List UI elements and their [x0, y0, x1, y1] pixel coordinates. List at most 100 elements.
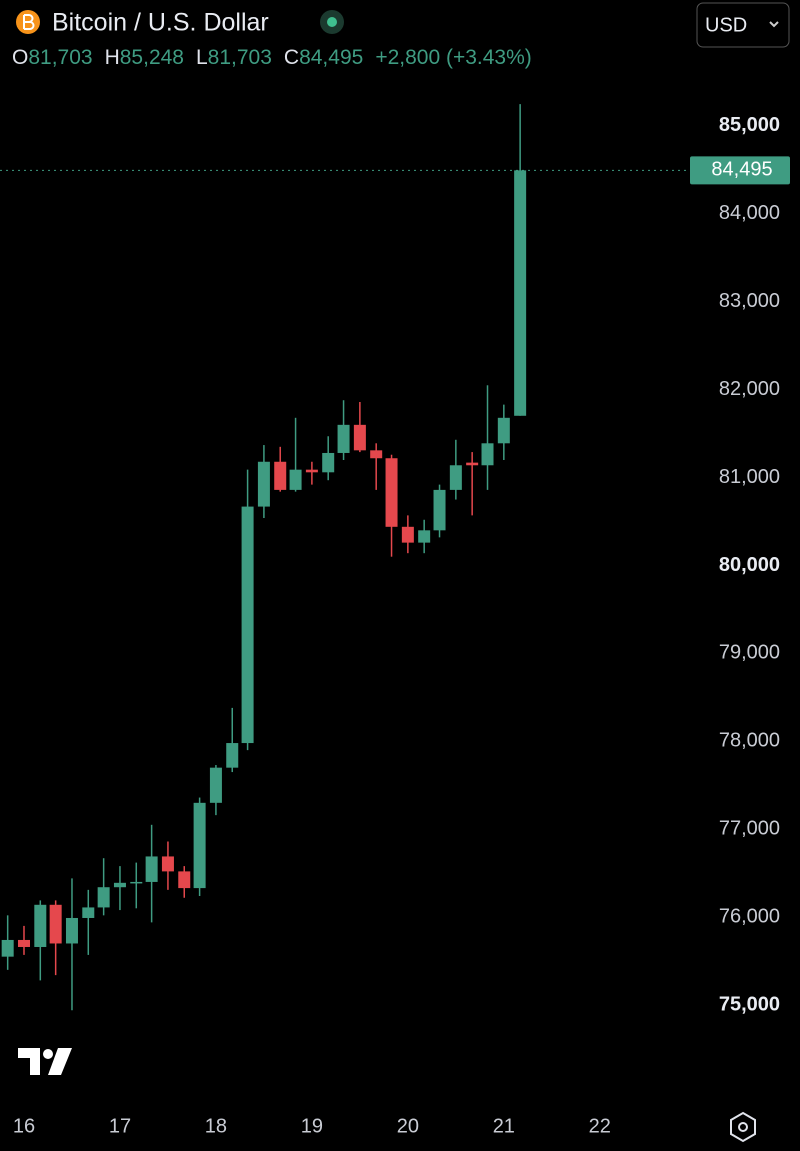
candle	[241, 469, 254, 751]
y-tick-label: 79,000	[719, 642, 780, 664]
y-tick-label: 80,000	[719, 554, 780, 576]
y-tick-label: 84,000	[719, 202, 780, 224]
candle	[82, 889, 95, 955]
currency-label[interactable]: USD	[705, 14, 747, 36]
candle	[209, 765, 222, 816]
candle	[449, 439, 462, 500]
chart-title: Bitcoin / U.S. Dollar	[52, 9, 269, 37]
candle	[497, 404, 510, 461]
x-tick-label: 21	[493, 1115, 515, 1137]
candle	[274, 446, 287, 492]
candle-body	[193, 802, 206, 889]
candle	[130, 862, 143, 909]
candle	[289, 417, 302, 492]
x-tick-label: 20	[397, 1115, 419, 1137]
candle	[193, 797, 206, 897]
ohlc-header: O81,703 H85,248 L81,703 C84,495 +2,800 (+3.4…	[12, 46, 532, 70]
candle-body	[113, 882, 126, 888]
candle	[401, 515, 414, 554]
candle	[161, 841, 174, 890]
price-tag	[690, 156, 790, 185]
dropdown-arrow[interactable]	[769, 21, 779, 28]
x-tick-label: 19	[301, 1115, 323, 1137]
candle-body	[161, 856, 174, 872]
currency-select[interactable]	[696, 2, 790, 48]
candle-body	[17, 939, 30, 947]
candle	[353, 401, 366, 453]
candle	[481, 385, 494, 490]
candle-body	[305, 469, 318, 473]
candle-body	[34, 904, 47, 947]
candle	[322, 436, 335, 481]
candle	[49, 900, 62, 976]
candle-body	[226, 743, 239, 768]
candle	[433, 484, 446, 538]
candle-body	[337, 424, 350, 453]
candle	[113, 866, 126, 911]
price-tag-label: 84,495	[711, 159, 772, 181]
candle-body	[130, 881, 143, 884]
candle	[226, 707, 239, 773]
y-tick-label: 78,000	[719, 730, 780, 752]
candle-body	[449, 465, 462, 490]
candle-body	[418, 530, 431, 543]
candle-body	[1, 939, 14, 957]
candle	[514, 104, 527, 416]
candle-body	[481, 443, 494, 466]
candle-body	[274, 461, 287, 490]
x-tick-label: 18	[205, 1115, 227, 1137]
candle-body	[145, 856, 158, 882]
ohlc-key: L	[195, 46, 208, 69]
candle-body	[257, 461, 270, 507]
y-tick-label: 82,000	[719, 378, 780, 400]
candle	[337, 400, 350, 461]
y-tick-label: 75,000	[719, 993, 780, 1015]
y-tick-label: 76,000	[719, 905, 780, 927]
tradingview-logo	[18, 1048, 72, 1075]
candle	[178, 866, 191, 898]
y-tick-label: 81,000	[719, 466, 780, 488]
candle-body	[385, 458, 398, 527]
ohlc-key: H	[104, 46, 120, 69]
x-tick-label: 22	[589, 1115, 611, 1137]
settings-icon[interactable]	[730, 1111, 756, 1143]
candle-body	[97, 887, 110, 908]
x-tick-label: 16	[13, 1115, 35, 1137]
candle	[370, 443, 383, 490]
candle-body	[209, 767, 222, 803]
candle	[257, 445, 270, 519]
candle-body	[497, 417, 510, 444]
candle	[65, 878, 78, 1011]
candle-body	[82, 907, 95, 918]
candle-body	[49, 904, 62, 944]
candle-body	[433, 489, 446, 531]
ohlc-value: 81,703	[207, 46, 272, 69]
candle-body	[514, 170, 527, 416]
status-dot	[327, 17, 337, 27]
candle	[305, 461, 318, 485]
candle-body	[65, 917, 78, 944]
candle-body	[370, 450, 383, 459]
candle	[17, 925, 30, 955]
ohlc-value: 84,495	[299, 46, 364, 69]
candle	[418, 519, 431, 554]
candle-body	[178, 871, 191, 889]
candle-body	[241, 506, 254, 744]
candle-body	[466, 462, 479, 466]
y-tick-label: 77,000	[719, 817, 780, 839]
y-tick-label: 85,000	[719, 114, 780, 136]
candle	[466, 452, 479, 516]
candle	[385, 454, 398, 557]
price-change: +2,800 (+3.43%)	[375, 46, 532, 69]
ohlc-value: 85,248	[119, 46, 184, 69]
candle	[1, 915, 14, 970]
candle-body	[353, 424, 366, 451]
ohlc-key: O	[12, 46, 29, 69]
candle	[34, 900, 47, 981]
candle-body	[289, 469, 302, 490]
candle	[97, 858, 110, 916]
candle	[145, 824, 158, 923]
x-tick-label: 17	[109, 1115, 131, 1137]
